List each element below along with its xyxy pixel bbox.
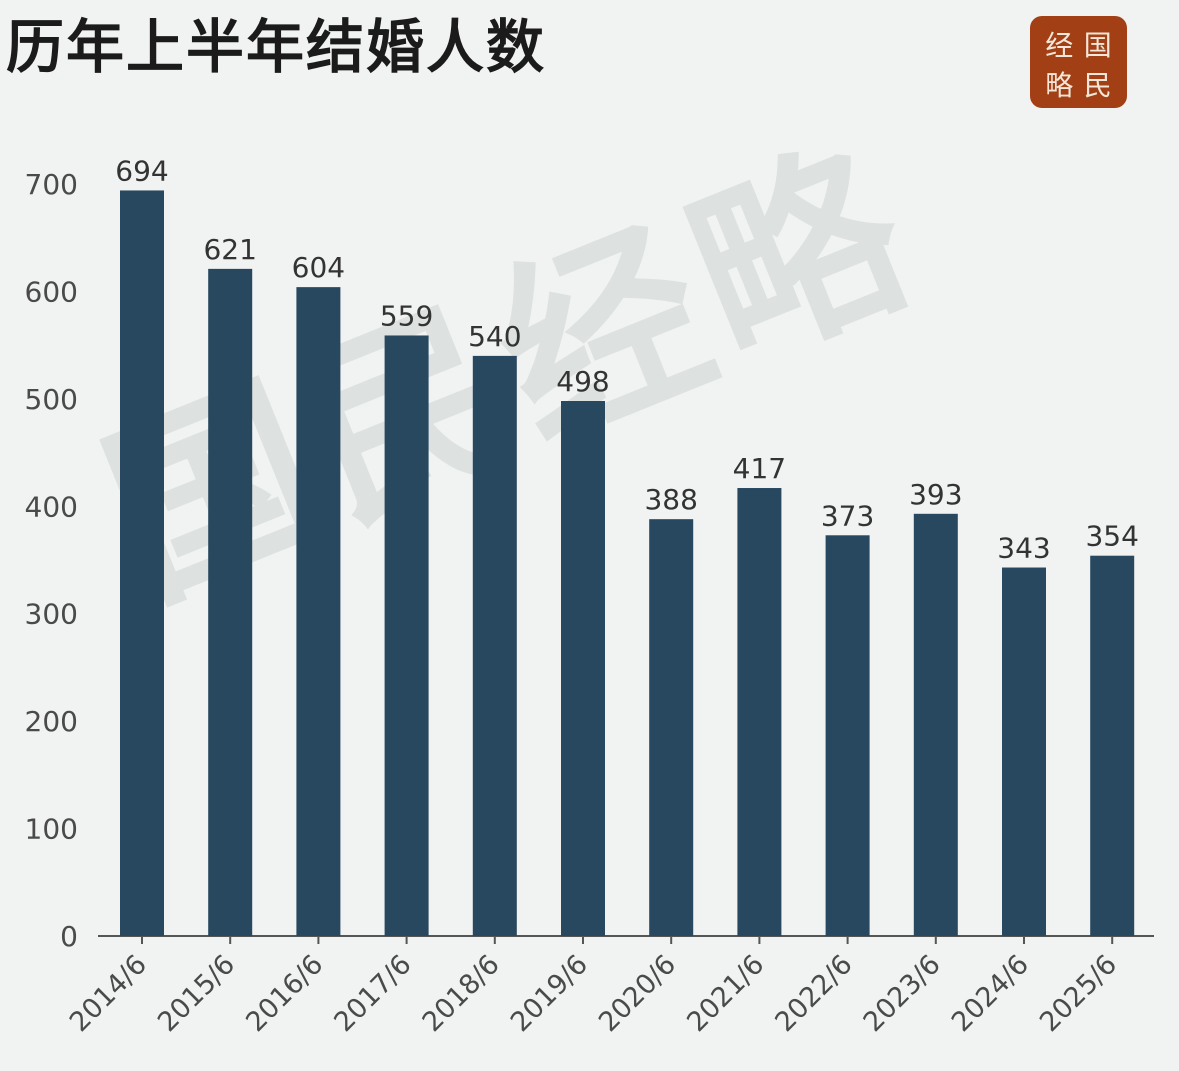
data-label: 498 (556, 365, 609, 398)
bar (913, 513, 958, 936)
y-tick-label: 300 (25, 598, 78, 631)
x-tick-label: 2022/6 (769, 949, 858, 1038)
data-label: 417 (733, 452, 786, 485)
bar (649, 519, 694, 936)
x-tick-label: 2014/6 (64, 949, 153, 1038)
y-tick-label: 0 (60, 920, 78, 953)
x-tick-label: 2024/6 (946, 949, 1035, 1038)
y-tick-label: 200 (25, 705, 78, 738)
bar (737, 488, 782, 936)
bar (472, 355, 517, 936)
y-tick-label: 100 (25, 813, 78, 846)
x-tick-label: 2018/6 (417, 949, 506, 1038)
data-label: 559 (380, 299, 433, 332)
data-label: 354 (1085, 520, 1138, 553)
x-tick-label: 2023/6 (858, 949, 947, 1038)
data-label: 694 (115, 154, 168, 187)
data-label: 373 (821, 499, 874, 532)
bar (561, 401, 605, 936)
logo-char: 国 (1083, 29, 1112, 62)
chart-title: 历年上半年结婚人数 (6, 13, 547, 81)
y-tick-label: 400 (25, 490, 78, 523)
x-tick-label: 2016/6 (240, 949, 329, 1038)
data-label: 604 (292, 251, 345, 284)
data-label: 540 (468, 320, 521, 353)
data-label: 393 (909, 478, 962, 511)
data-label: 388 (644, 483, 697, 516)
logo-char: 略 (1045, 69, 1074, 102)
x-tick-label: 2025/6 (1034, 949, 1123, 1038)
data-label: 621 (203, 233, 256, 266)
bar (825, 535, 870, 936)
bar (1002, 567, 1046, 936)
bar (384, 335, 429, 937)
bar (208, 268, 253, 937)
x-tick-label: 2021/6 (681, 949, 770, 1038)
logo-char: 经 (1045, 29, 1074, 62)
x-tick-label: 2017/6 (328, 949, 417, 1038)
y-tick-label: 500 (25, 383, 78, 416)
bar (1090, 555, 1135, 936)
x-tick-label: 2020/6 (593, 949, 682, 1038)
bar (296, 287, 341, 936)
x-tick-label: 2015/6 (152, 949, 241, 1038)
y-tick-label: 600 (25, 275, 78, 308)
bar (120, 190, 164, 937)
x-tick-label: 2019/6 (505, 949, 594, 1038)
data-label: 343 (997, 532, 1050, 565)
y-tick-label: 700 (25, 168, 78, 201)
brand-logo: 经 国 略 民 (1030, 16, 1127, 108)
logo-char: 民 (1083, 69, 1112, 102)
